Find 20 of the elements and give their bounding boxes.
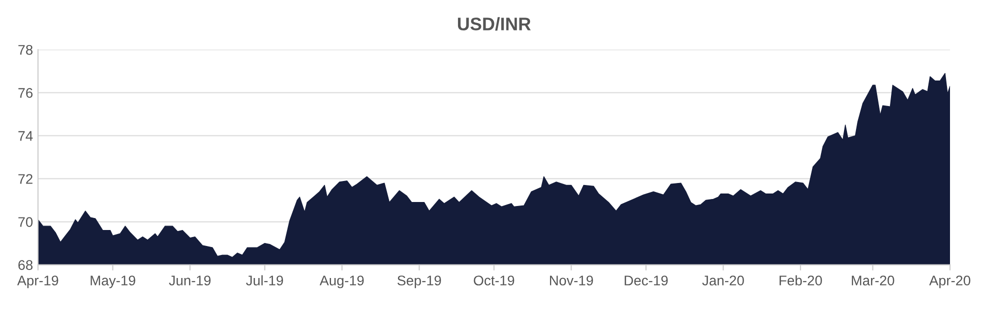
x-tick-label: Feb-20: [780, 275, 822, 286]
x-tick-label: May-19: [90, 276, 136, 288]
y-tick-label: 78: [18, 44, 33, 55]
x-tick-label: Apr-20: [929, 276, 970, 288]
x-tick-label: Nov-19: [550, 276, 593, 286]
y-tick-label: 72: [18, 174, 32, 184]
y-tick-label: 76: [18, 88, 33, 98]
x-tick-label: Sep-19: [397, 276, 441, 288]
x-tick-label: Jun-19: [168, 276, 211, 286]
y-tick-label: 70: [18, 217, 33, 227]
x-tick-label: Oct-19: [474, 276, 514, 286]
x-tick-label: Dec-19: [624, 276, 668, 286]
x-tick-label: Mar-20: [852, 276, 894, 286]
x-tick-label: Jan-20: [702, 276, 744, 286]
chart-title: USD/INR: [458, 17, 531, 31]
x-tick-label: Jul-19: [246, 275, 284, 286]
y-tick-label: 74: [18, 131, 33, 141]
x-tick-label: Apr-19: [17, 276, 58, 288]
x-tick-label: Aug-19: [320, 276, 364, 288]
y-tick-label: 68: [18, 260, 33, 270]
